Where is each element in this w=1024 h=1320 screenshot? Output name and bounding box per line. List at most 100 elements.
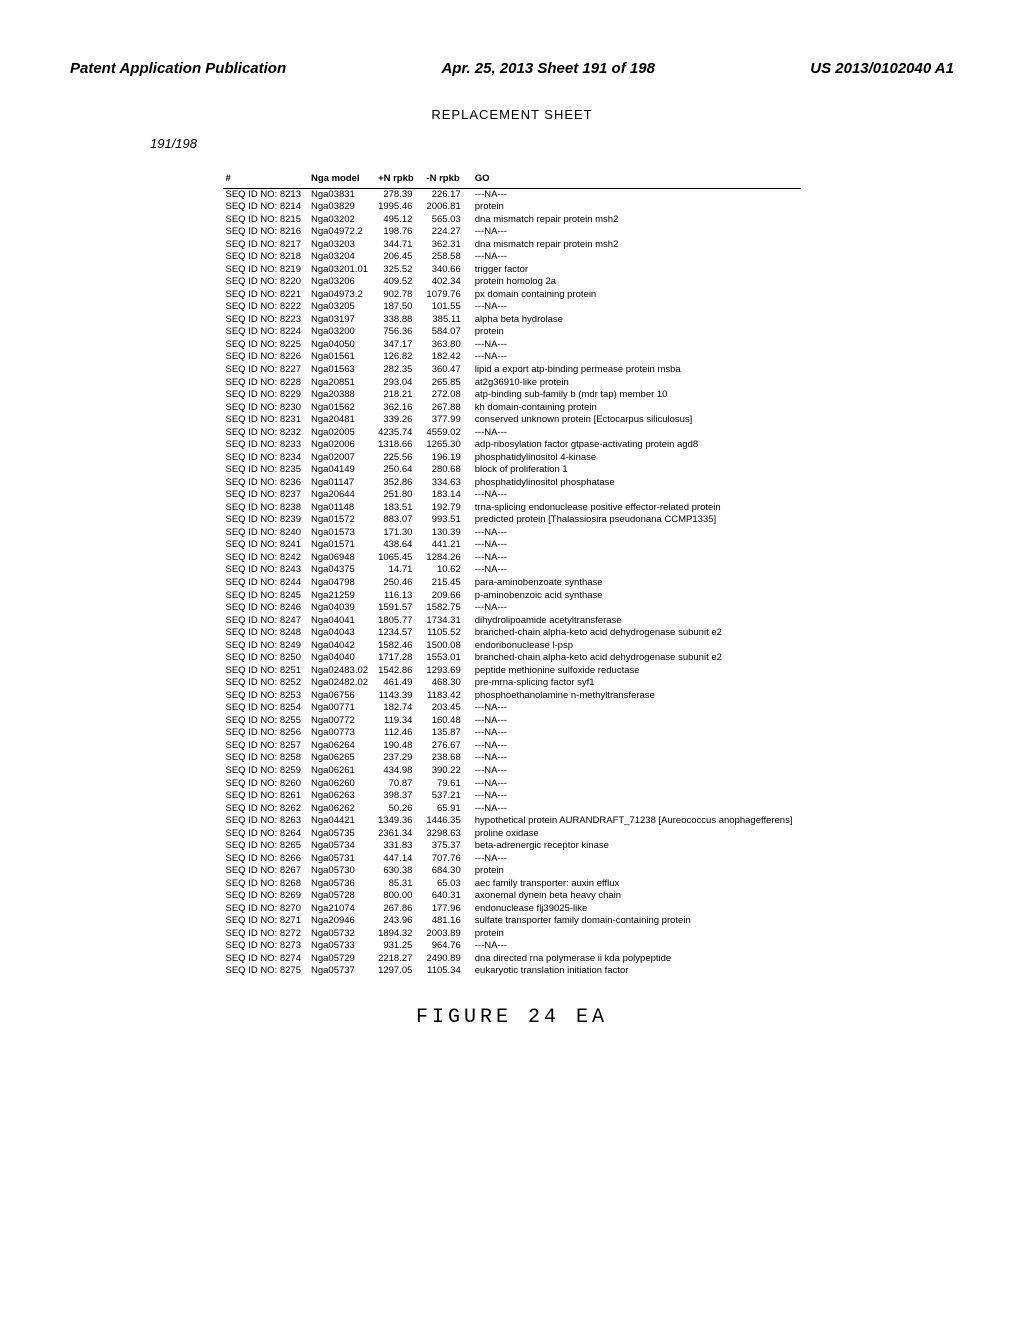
table-cell: Nga06263: [309, 790, 376, 803]
table-cell: peptide methionine sulfoxide reductase: [473, 665, 801, 678]
table-cell: 630.38: [376, 865, 424, 878]
table-cell: SEQ ID NO: 8242: [223, 552, 309, 565]
table-cell: Nga20388: [309, 389, 376, 402]
table-cell: SEQ ID NO: 8215: [223, 214, 309, 227]
table-row: SEQ ID NO: 8255Nga00772119.34160.48---NA…: [223, 715, 800, 728]
header-center: Apr. 25, 2013 Sheet 191 of 198: [441, 60, 654, 77]
table-cell: 1591.57: [376, 602, 424, 615]
table-cell: SEQ ID NO: 8254: [223, 702, 309, 715]
table-cell: SEQ ID NO: 8246: [223, 602, 309, 615]
table-cell: 1079.76: [424, 289, 472, 302]
table-row: SEQ ID NO: 8231Nga20481339.26377.99conse…: [223, 414, 800, 427]
table-cell: 85.31: [376, 878, 424, 891]
table-cell: SEQ ID NO: 8273: [223, 940, 309, 953]
table-header-row: # Nga model +N rpkb -N rpkb GO: [223, 171, 800, 188]
table-cell: 4559.02: [424, 427, 472, 440]
table-cell: Nga02483.02: [309, 665, 376, 678]
table-cell: SEQ ID NO: 8252: [223, 677, 309, 690]
table-cell: at2g36910-like protein: [473, 377, 801, 390]
table-row: SEQ ID NO: 8254Nga00771182.74203.45---NA…: [223, 702, 800, 715]
table-cell: 1734.31: [424, 615, 472, 628]
table-row: SEQ ID NO: 8275Nga057371297.051105.34euk…: [223, 965, 800, 978]
table-row: SEQ ID NO: 8220Nga03206409.52402.34prote…: [223, 276, 800, 289]
table-cell: 250.64: [376, 464, 424, 477]
table-cell: 1265.30: [424, 439, 472, 452]
table-cell: 70.87: [376, 778, 424, 791]
table-cell: adp-ribosylation factor gtpase-activatin…: [473, 439, 801, 452]
table-cell: dihydrolipoamide acetyltransferase: [473, 615, 801, 628]
table-cell: SEQ ID NO: 8275: [223, 965, 309, 978]
table-cell: protein: [473, 865, 801, 878]
table-cell: Nga03202: [309, 214, 376, 227]
table-cell: Nga03204: [309, 251, 376, 264]
table-cell: 1717.28: [376, 652, 424, 665]
table-cell: 684.30: [424, 865, 472, 878]
table-cell: 360.47: [424, 364, 472, 377]
table-cell: Nga06948: [309, 552, 376, 565]
table-row: SEQ ID NO: 8216Nga04972.2198.76224.27---…: [223, 226, 800, 239]
table-cell: 1143.39: [376, 690, 424, 703]
table-row: SEQ ID NO: 8261Nga06263398.37537.21---NA…: [223, 790, 800, 803]
table-cell: 10.62: [424, 564, 472, 577]
table-cell: SEQ ID NO: 8266: [223, 853, 309, 866]
table-cell: 237.29: [376, 752, 424, 765]
table-cell: 756.36: [376, 326, 424, 339]
table-row: SEQ ID NO: 8253Nga067561143.391183.42pho…: [223, 690, 800, 703]
table-cell: Nga20851: [309, 377, 376, 390]
table-row: SEQ ID NO: 8241Nga01571438.64441.21---NA…: [223, 539, 800, 552]
table-cell: 226.17: [424, 188, 472, 201]
sheet-page-count: 191/198: [150, 136, 954, 151]
col-seq: #: [223, 171, 309, 188]
table-cell: SEQ ID NO: 8250: [223, 652, 309, 665]
table-row: SEQ ID NO: 8265Nga05734331.83375.37beta-…: [223, 840, 800, 853]
table-cell: SEQ ID NO: 8264: [223, 828, 309, 841]
table-cell: SEQ ID NO: 8248: [223, 627, 309, 640]
table-cell: Nga05728: [309, 890, 376, 903]
table-row: SEQ ID NO: 8223Nga03197338.88385.11alpha…: [223, 314, 800, 327]
table-cell: px domain containing protein: [473, 289, 801, 302]
col-minus-n: -N rpkb: [424, 171, 472, 188]
table-cell: 182.74: [376, 702, 424, 715]
table-cell: SEQ ID NO: 8214: [223, 201, 309, 214]
table-cell: SEQ ID NO: 8270: [223, 903, 309, 916]
table-cell: 190.48: [376, 740, 424, 753]
table-cell: predicted protein [Thalassiosira pseudon…: [473, 514, 801, 527]
table-cell: SEQ ID NO: 8274: [223, 953, 309, 966]
table-cell: ---NA---: [473, 251, 801, 264]
table-cell: Nga01572: [309, 514, 376, 527]
table-cell: 1553.01: [424, 652, 472, 665]
table-cell: 398.37: [376, 790, 424, 803]
table-cell: atp-binding sub-family b (mdr tap) membe…: [473, 389, 801, 402]
table-cell: Nga04050: [309, 339, 376, 352]
table-cell: 116.13: [376, 590, 424, 603]
table-row: SEQ ID NO: 8240Nga01573171.30130.39---NA…: [223, 527, 800, 540]
table-cell: SEQ ID NO: 8260: [223, 778, 309, 791]
table-cell: 461.49: [376, 677, 424, 690]
table-cell: 2490.89: [424, 953, 472, 966]
table-cell: Nga06265: [309, 752, 376, 765]
table-cell: 224.27: [424, 226, 472, 239]
table-row: SEQ ID NO: 8218Nga03204206.45258.58---NA…: [223, 251, 800, 264]
table-cell: ---NA---: [473, 940, 801, 953]
table-cell: Nga04149: [309, 464, 376, 477]
table-cell: 206.45: [376, 251, 424, 264]
table-cell: 1318.66: [376, 439, 424, 452]
table-row: SEQ ID NO: 8227Nga01563282.35360.47lipid…: [223, 364, 800, 377]
table-cell: Nga05732: [309, 928, 376, 941]
table-cell: branched-chain alpha-keto acid dehydroge…: [473, 627, 801, 640]
table-cell: 334.63: [424, 477, 472, 490]
table-cell: 993.51: [424, 514, 472, 527]
table-cell: SEQ ID NO: 8259: [223, 765, 309, 778]
table-cell: SEQ ID NO: 8257: [223, 740, 309, 753]
table-cell: 707.76: [424, 853, 472, 866]
table-row: SEQ ID NO: 8242Nga069481065.451284.26---…: [223, 552, 800, 565]
table-cell: SEQ ID NO: 8213: [223, 188, 309, 201]
table-cell: 130.39: [424, 527, 472, 540]
table-row: SEQ ID NO: 8245Nga21259116.13209.66p-ami…: [223, 590, 800, 603]
table-cell: 187.50: [376, 301, 424, 314]
table-row: SEQ ID NO: 8271Nga20946243.96481.16sulfa…: [223, 915, 800, 928]
table-cell: Nga01571: [309, 539, 376, 552]
table-cell: trigger factor: [473, 264, 801, 277]
table-cell: ---NA---: [473, 702, 801, 715]
table-cell: beta-adrenergic receptor kinase: [473, 840, 801, 853]
